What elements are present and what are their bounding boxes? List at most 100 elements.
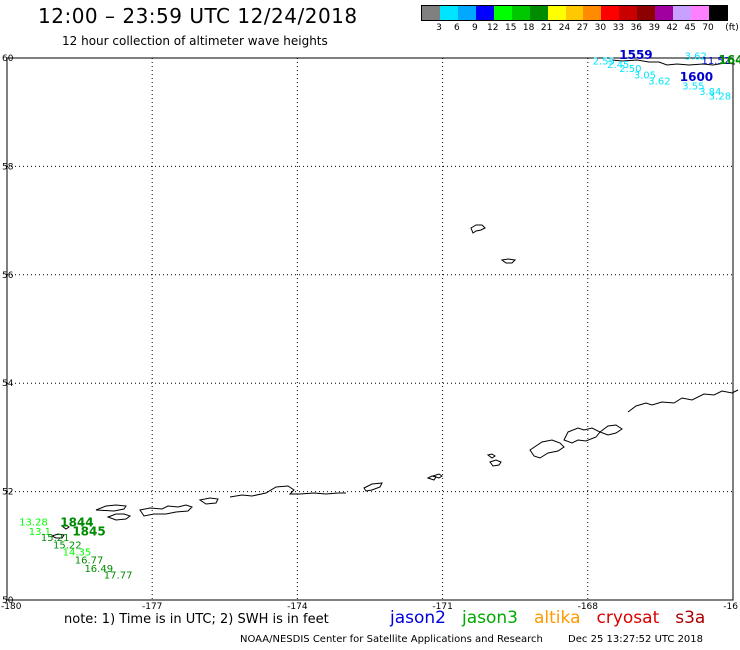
- island-islands-of-four: [486, 453, 496, 459]
- legend-tick-label: 21: [540, 23, 553, 33]
- satellite-cryosat: cryosat: [596, 608, 660, 628]
- legend-swatch: [655, 6, 674, 20]
- legend-swatch: [709, 6, 727, 20]
- legend-tick-label: (ft): [725, 23, 739, 33]
- satellite-jason3: jason3: [462, 608, 518, 628]
- legend-swatch: [547, 6, 566, 20]
- legend-tick-label: 15: [504, 23, 517, 33]
- wave-height-label: 14.35: [63, 548, 92, 559]
- legend-swatch: [583, 6, 602, 20]
- island-agattu: [60, 524, 70, 530]
- graticule: [7, 58, 733, 600]
- legend-swatch: [475, 6, 494, 20]
- satellite-s3a: s3a: [675, 608, 706, 628]
- wave-height-label: 16.49: [84, 564, 113, 575]
- legend-swatch: [457, 6, 476, 20]
- island-attu: [50, 533, 65, 539]
- island-adak-chain: [229, 485, 346, 498]
- map-subtitle: 12 hour collection of altimeter wave hei…: [62, 34, 328, 48]
- legend-tick-labels: 3 6 9 12 15 18 21 24 27 30 33 36 39 42 45 70 (ft): [421, 21, 740, 35]
- wave-height-label: 13.28: [19, 518, 48, 529]
- aleutian-coastline: [50, 59, 739, 539]
- wave-height-label: 3.84: [699, 87, 721, 98]
- legend-swatch: [691, 6, 709, 20]
- wave-height-label: 2.55: [593, 57, 615, 68]
- pass-time-label: 1600: [680, 70, 713, 84]
- wave-height-label: 15.21: [41, 533, 70, 544]
- island-seguam: [431, 473, 443, 479]
- wave-height-label: 3.62: [685, 52, 707, 63]
- lat-tick-label: 54: [2, 379, 14, 389]
- legend-tick-label: 24: [558, 23, 571, 33]
- legend-tick-label: 9: [471, 23, 478, 33]
- axis-labels: 60 58 56 54 52 50-180 -177 -174 -171 -168 -16: [1, 54, 738, 612]
- lon-tick-label: -16: [723, 602, 738, 612]
- legend-color-bar: [421, 5, 728, 21]
- lon-tick-label: -171: [432, 602, 452, 612]
- legend-swatch: [601, 6, 620, 20]
- legend-tick-label: 42: [666, 23, 678, 33]
- island-fox-east: [598, 424, 623, 436]
- legend-swatch: [529, 6, 548, 20]
- legend-tick-label: 12: [487, 23, 499, 33]
- generated-timestamp: Dec 25 13:27:52 UTC 2018: [568, 634, 704, 645]
- wave-height-label: 17.77: [104, 570, 133, 581]
- pass-time-label: 1844: [60, 515, 93, 529]
- legend-tick-label: 33: [612, 23, 625, 33]
- legend-tick-label: 27: [576, 23, 589, 33]
- wave-height-label: 15.22: [53, 541, 82, 552]
- island-unimak: [627, 389, 739, 413]
- satellite-jason2: jason2: [390, 608, 446, 628]
- lat-tick-label: 60: [2, 54, 14, 64]
- island-atka: [363, 482, 383, 492]
- wave-height-label: 16.77: [75, 556, 104, 567]
- legend-tick-label: 36: [630, 23, 643, 33]
- lon-tick-label: -177: [142, 602, 162, 612]
- wave-height-label: 3.62: [648, 77, 670, 88]
- legend-swatch: [439, 6, 458, 20]
- island-tanaga: [198, 497, 219, 505]
- legend-tick-label: 30: [594, 23, 607, 33]
- credit-line: NOAA/NESDIS Center for Satellite Applica…: [240, 634, 703, 645]
- wave-height-label: 2.50: [619, 64, 641, 75]
- legend-swatch: [673, 6, 692, 20]
- legend-swatch: [511, 6, 530, 20]
- legend-swatch: [565, 6, 584, 20]
- legend-swatch: [619, 6, 638, 20]
- satellite-altika: altika: [534, 608, 581, 628]
- coast-mainland-top: [611, 59, 736, 66]
- pass-time-label: 1559: [619, 48, 652, 62]
- lat-tick-label: 50: [2, 596, 14, 606]
- pass-time-label: 1648: [718, 53, 740, 67]
- wave-height-label: 11.52: [702, 56, 731, 67]
- lat-tick-label: 56: [2, 271, 14, 281]
- legend-swatch: [493, 6, 512, 20]
- lon-tick-label: -180: [1, 602, 22, 612]
- footer-note: note: 1) Time is in UTC; 2) SWH is in fe…: [64, 612, 329, 627]
- legend-tick-label: 39: [648, 23, 660, 33]
- island-unalaska: [563, 427, 601, 444]
- legend-tick-label: 3: [436, 23, 442, 33]
- legend-swatch: [422, 6, 440, 20]
- wave-height-label: 2.45: [607, 60, 629, 71]
- lon-tick-label: -168: [578, 602, 599, 612]
- legend-tick-label: 70: [702, 23, 714, 33]
- legend-tick-label: 6: [454, 23, 460, 33]
- island-st-george: [500, 258, 517, 264]
- wave-height-label: 3.55: [682, 81, 704, 92]
- pass-time-label: 1845: [72, 525, 105, 539]
- legend-tick-label: 45: [684, 23, 696, 33]
- credit-text: NOAA/NESDIS Center for Satellite Applica…: [240, 634, 543, 645]
- island-kiska: [106, 513, 132, 521]
- wave-height-label: 3.05: [634, 71, 656, 82]
- legend-swatch: [637, 6, 656, 20]
- island-amchitka: [139, 504, 193, 517]
- island-umnak: [529, 439, 565, 459]
- legend-tick-label: 18: [522, 23, 535, 33]
- lon-tick-label: -174: [287, 602, 308, 612]
- lat-tick-label: 58: [2, 162, 14, 172]
- map-frame: [6, 57, 734, 601]
- satellite-list: jason2 jason3 altika cryosat s3a: [390, 608, 721, 628]
